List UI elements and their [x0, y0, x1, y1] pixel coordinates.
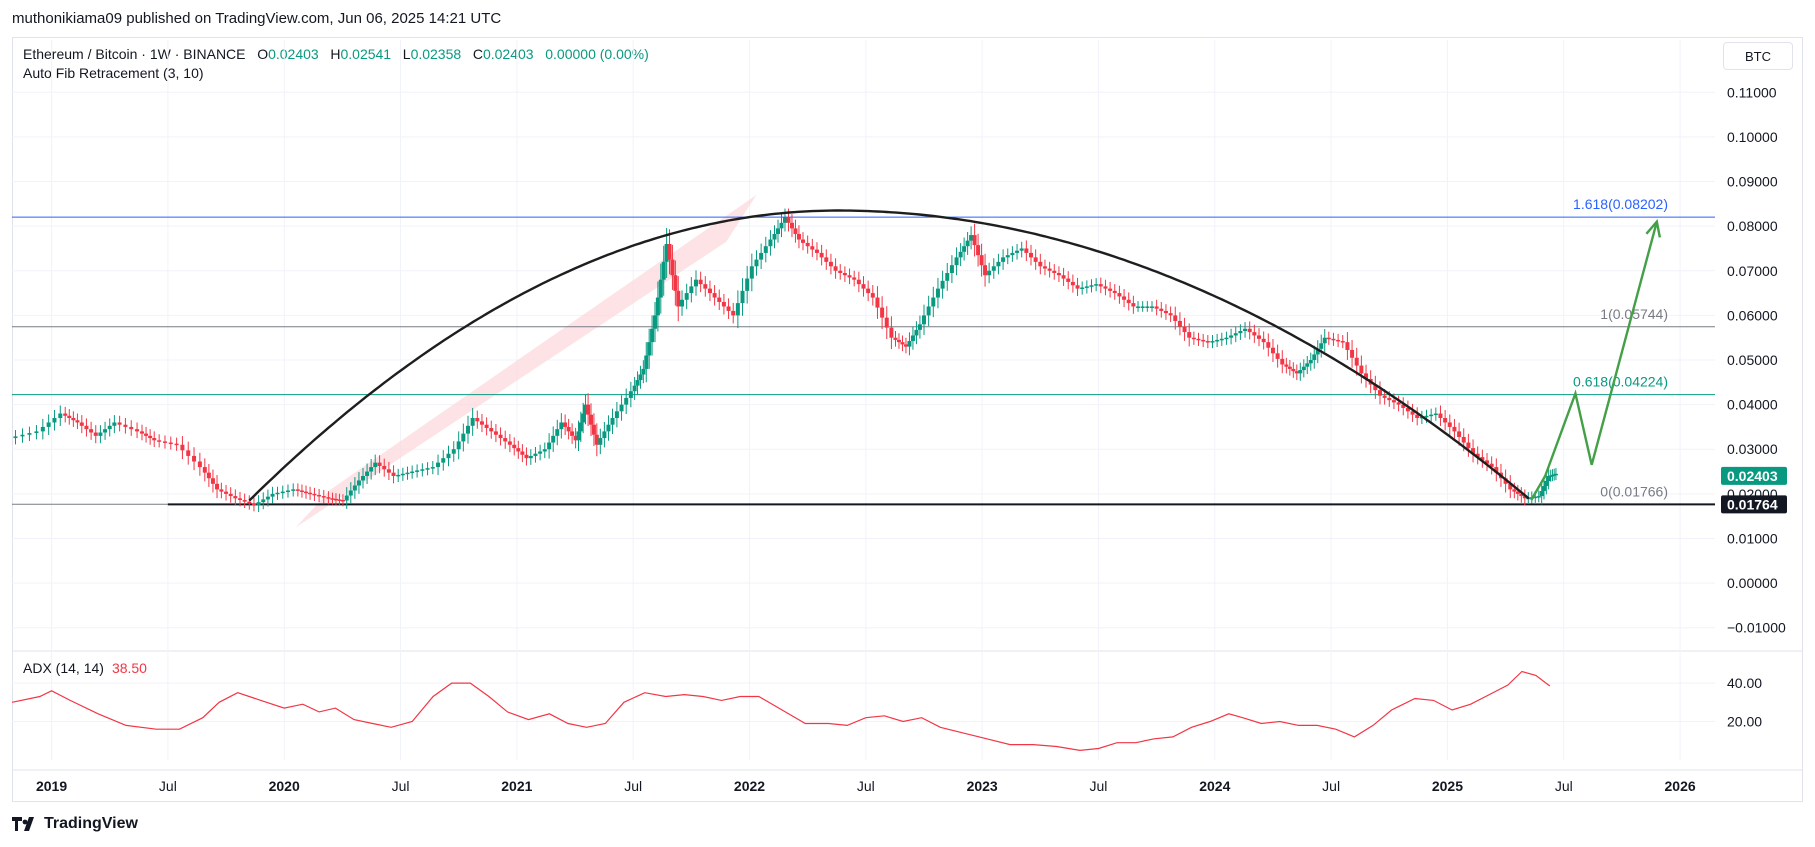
high-value: 0.02541	[340, 46, 392, 62]
open-label: O	[257, 46, 269, 62]
footer-brand: TradingView	[44, 815, 138, 832]
adx-value: 38.50	[111, 660, 147, 676]
tradingview-icon	[12, 817, 34, 831]
adx-legend: ADX (14, 14) 38.50	[23, 660, 147, 676]
currency-button[interactable]: BTC	[1723, 42, 1793, 70]
change-value: 0.00000 (0.00%)	[545, 46, 649, 62]
tradingview-logo[interactable]: TradingView	[12, 815, 138, 833]
open-value: 0.02403	[268, 46, 319, 62]
low-value: 0.02358	[410, 46, 462, 62]
high-label: H	[330, 46, 341, 62]
chart-frame	[12, 37, 1803, 802]
publisher-line: muthonikiama09 published on TradingView.…	[12, 10, 502, 27]
pair-label[interactable]: Ethereum / Bitcoin · 1W · BINANCE	[23, 46, 246, 62]
close-label: C	[472, 46, 483, 62]
adx-label[interactable]: ADX (14, 14)	[23, 660, 104, 676]
symbol-legend: Ethereum / Bitcoin · 1W · BINANCE O0.024…	[23, 44, 649, 64]
indicator-label[interactable]: Auto Fib Retracement (3, 10)	[23, 65, 204, 81]
close-value: 0.02403	[482, 46, 534, 62]
low-label: L	[402, 46, 411, 62]
